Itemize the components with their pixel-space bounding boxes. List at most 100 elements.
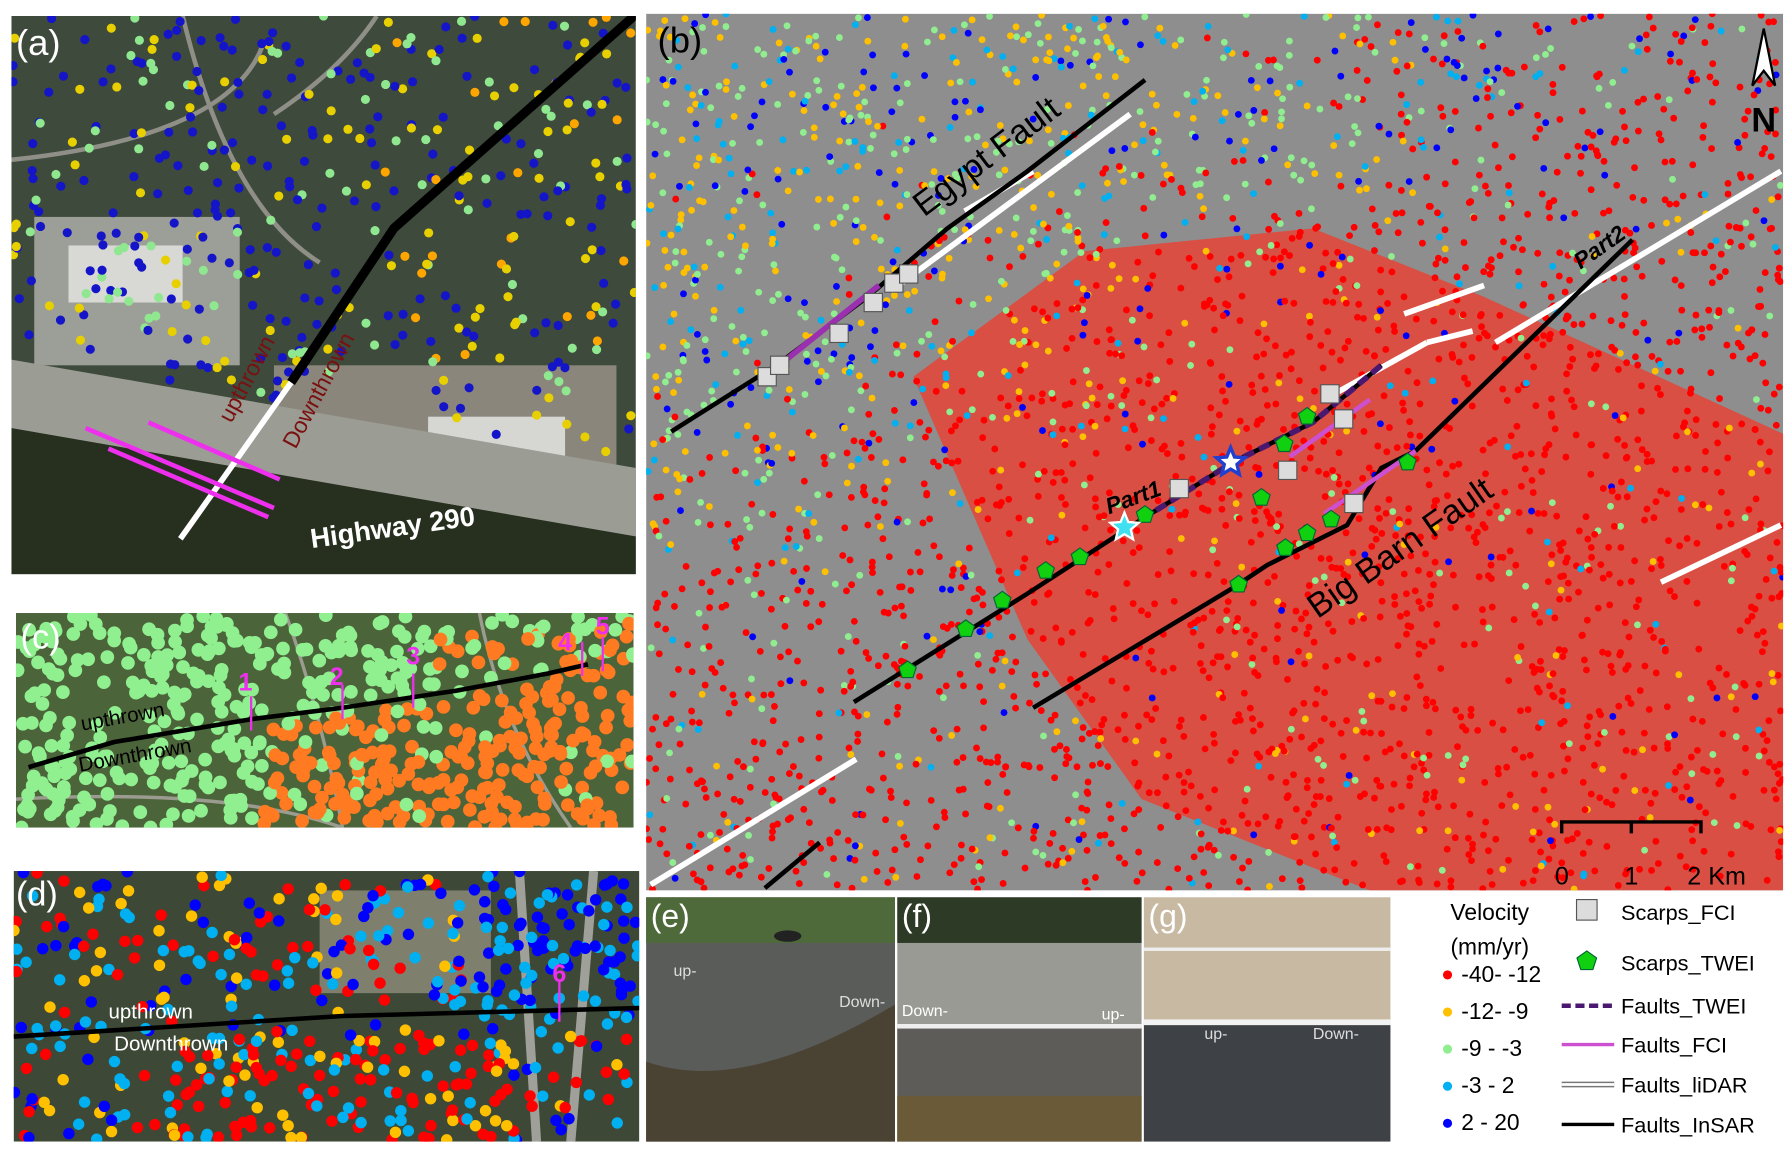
velocity-point (1417, 78, 1425, 86)
velocity-point (1403, 694, 1411, 701)
star (1107, 509, 1142, 542)
velocity-point (291, 1048, 303, 1060)
velocity-point (1713, 468, 1721, 476)
velocity-point (217, 102, 227, 112)
velocity-point (178, 1037, 191, 1049)
velocity-point (1220, 578, 1228, 586)
velocity-point (920, 480, 928, 488)
velocity-point (1311, 387, 1318, 395)
velocity-point (794, 586, 802, 594)
velocity-point (1049, 431, 1057, 439)
velocity-point (386, 261, 397, 271)
velocity-point (1238, 811, 1246, 819)
velocity-point (229, 699, 244, 714)
velocity-point (1776, 826, 1784, 834)
velocity-point (342, 1102, 355, 1114)
velocity-point (157, 714, 172, 729)
velocity-point (927, 763, 935, 771)
velocity-point (797, 736, 805, 743)
velocity-point (1657, 487, 1665, 495)
velocity-point (595, 172, 605, 182)
velocity-point (313, 1069, 326, 1082)
velocity-point (1741, 547, 1749, 555)
velocity-point (795, 880, 803, 888)
velocity-point (453, 900, 466, 912)
velocity-point (744, 691, 752, 699)
velocity-point (1230, 853, 1238, 861)
velocity-point (618, 1068, 630, 1080)
velocity-point (816, 55, 824, 63)
velocity-point (1512, 802, 1520, 810)
velocity-point (176, 660, 190, 674)
velocity-point (1213, 559, 1221, 567)
velocity-point (26, 276, 36, 286)
velocity-point (1246, 638, 1254, 646)
velocity-point (367, 138, 377, 148)
velocity-point (455, 403, 466, 413)
velocity-point (1657, 360, 1664, 368)
velocity-point (914, 548, 922, 556)
velocity-point (449, 1060, 461, 1073)
velocity-point (1173, 110, 1181, 118)
velocity-point (1716, 395, 1723, 402)
velocity-point (742, 242, 749, 250)
velocity-point (933, 823, 940, 831)
velocity-point (1455, 358, 1463, 366)
velocity-point (974, 651, 982, 659)
velocity-point (412, 697, 427, 712)
velocity-point (1210, 846, 1218, 854)
velocity-point (1392, 532, 1400, 539)
velocity-point (957, 854, 965, 862)
velocity-point (1595, 350, 1602, 358)
velocity-point (998, 682, 1006, 690)
velocity-point (1178, 189, 1186, 197)
velocity-point (454, 323, 464, 333)
velocity-point (1475, 124, 1482, 132)
velocity-point (295, 348, 305, 358)
velocity-point (172, 51, 182, 61)
velocity-point (1775, 383, 1783, 391)
velocity-point (1075, 26, 1082, 33)
velocity-point (1500, 238, 1507, 246)
velocity-point (750, 738, 758, 746)
velocity-point (88, 1031, 100, 1044)
velocity-point (1106, 349, 1114, 357)
velocity-point (200, 647, 215, 661)
velocity-point (745, 337, 753, 345)
velocity-point (1770, 786, 1778, 794)
velocity-point (998, 649, 1006, 657)
velocity-point (1580, 15, 1588, 23)
velocity-point (1551, 820, 1559, 828)
velocity-point (1506, 547, 1514, 555)
velocity-point (398, 84, 408, 94)
velocity-point (227, 138, 238, 148)
velocity-point (596, 194, 607, 204)
velocity-point (597, 99, 607, 109)
velocity-point (937, 347, 945, 355)
velocity-point (1692, 311, 1700, 319)
velocity-point (631, 940, 640, 952)
velocity-point (962, 97, 969, 105)
velocity-point (1676, 542, 1684, 550)
velocity-point (1286, 83, 1294, 91)
velocity-point (893, 84, 901, 92)
velocity-point (1119, 537, 1127, 545)
velocity-point (625, 754, 634, 769)
velocity-point (308, 893, 320, 905)
velocity-point (1194, 434, 1202, 441)
velocity-point (355, 133, 365, 144)
velocity-point (1028, 394, 1036, 402)
velocity-point (82, 1053, 94, 1066)
velocity-point (1492, 835, 1500, 843)
velocity-point (877, 236, 884, 244)
velocity-point (1077, 422, 1085, 430)
velocity-point (1420, 642, 1428, 650)
velocity-point (516, 139, 526, 149)
velocity-point (1678, 494, 1685, 502)
velocity-point (963, 412, 971, 419)
velocity-point (1584, 733, 1592, 741)
velocity-point (310, 984, 322, 996)
velocity-point (447, 1114, 459, 1127)
velocity-point (1418, 759, 1425, 767)
velocity-point (1383, 824, 1391, 832)
